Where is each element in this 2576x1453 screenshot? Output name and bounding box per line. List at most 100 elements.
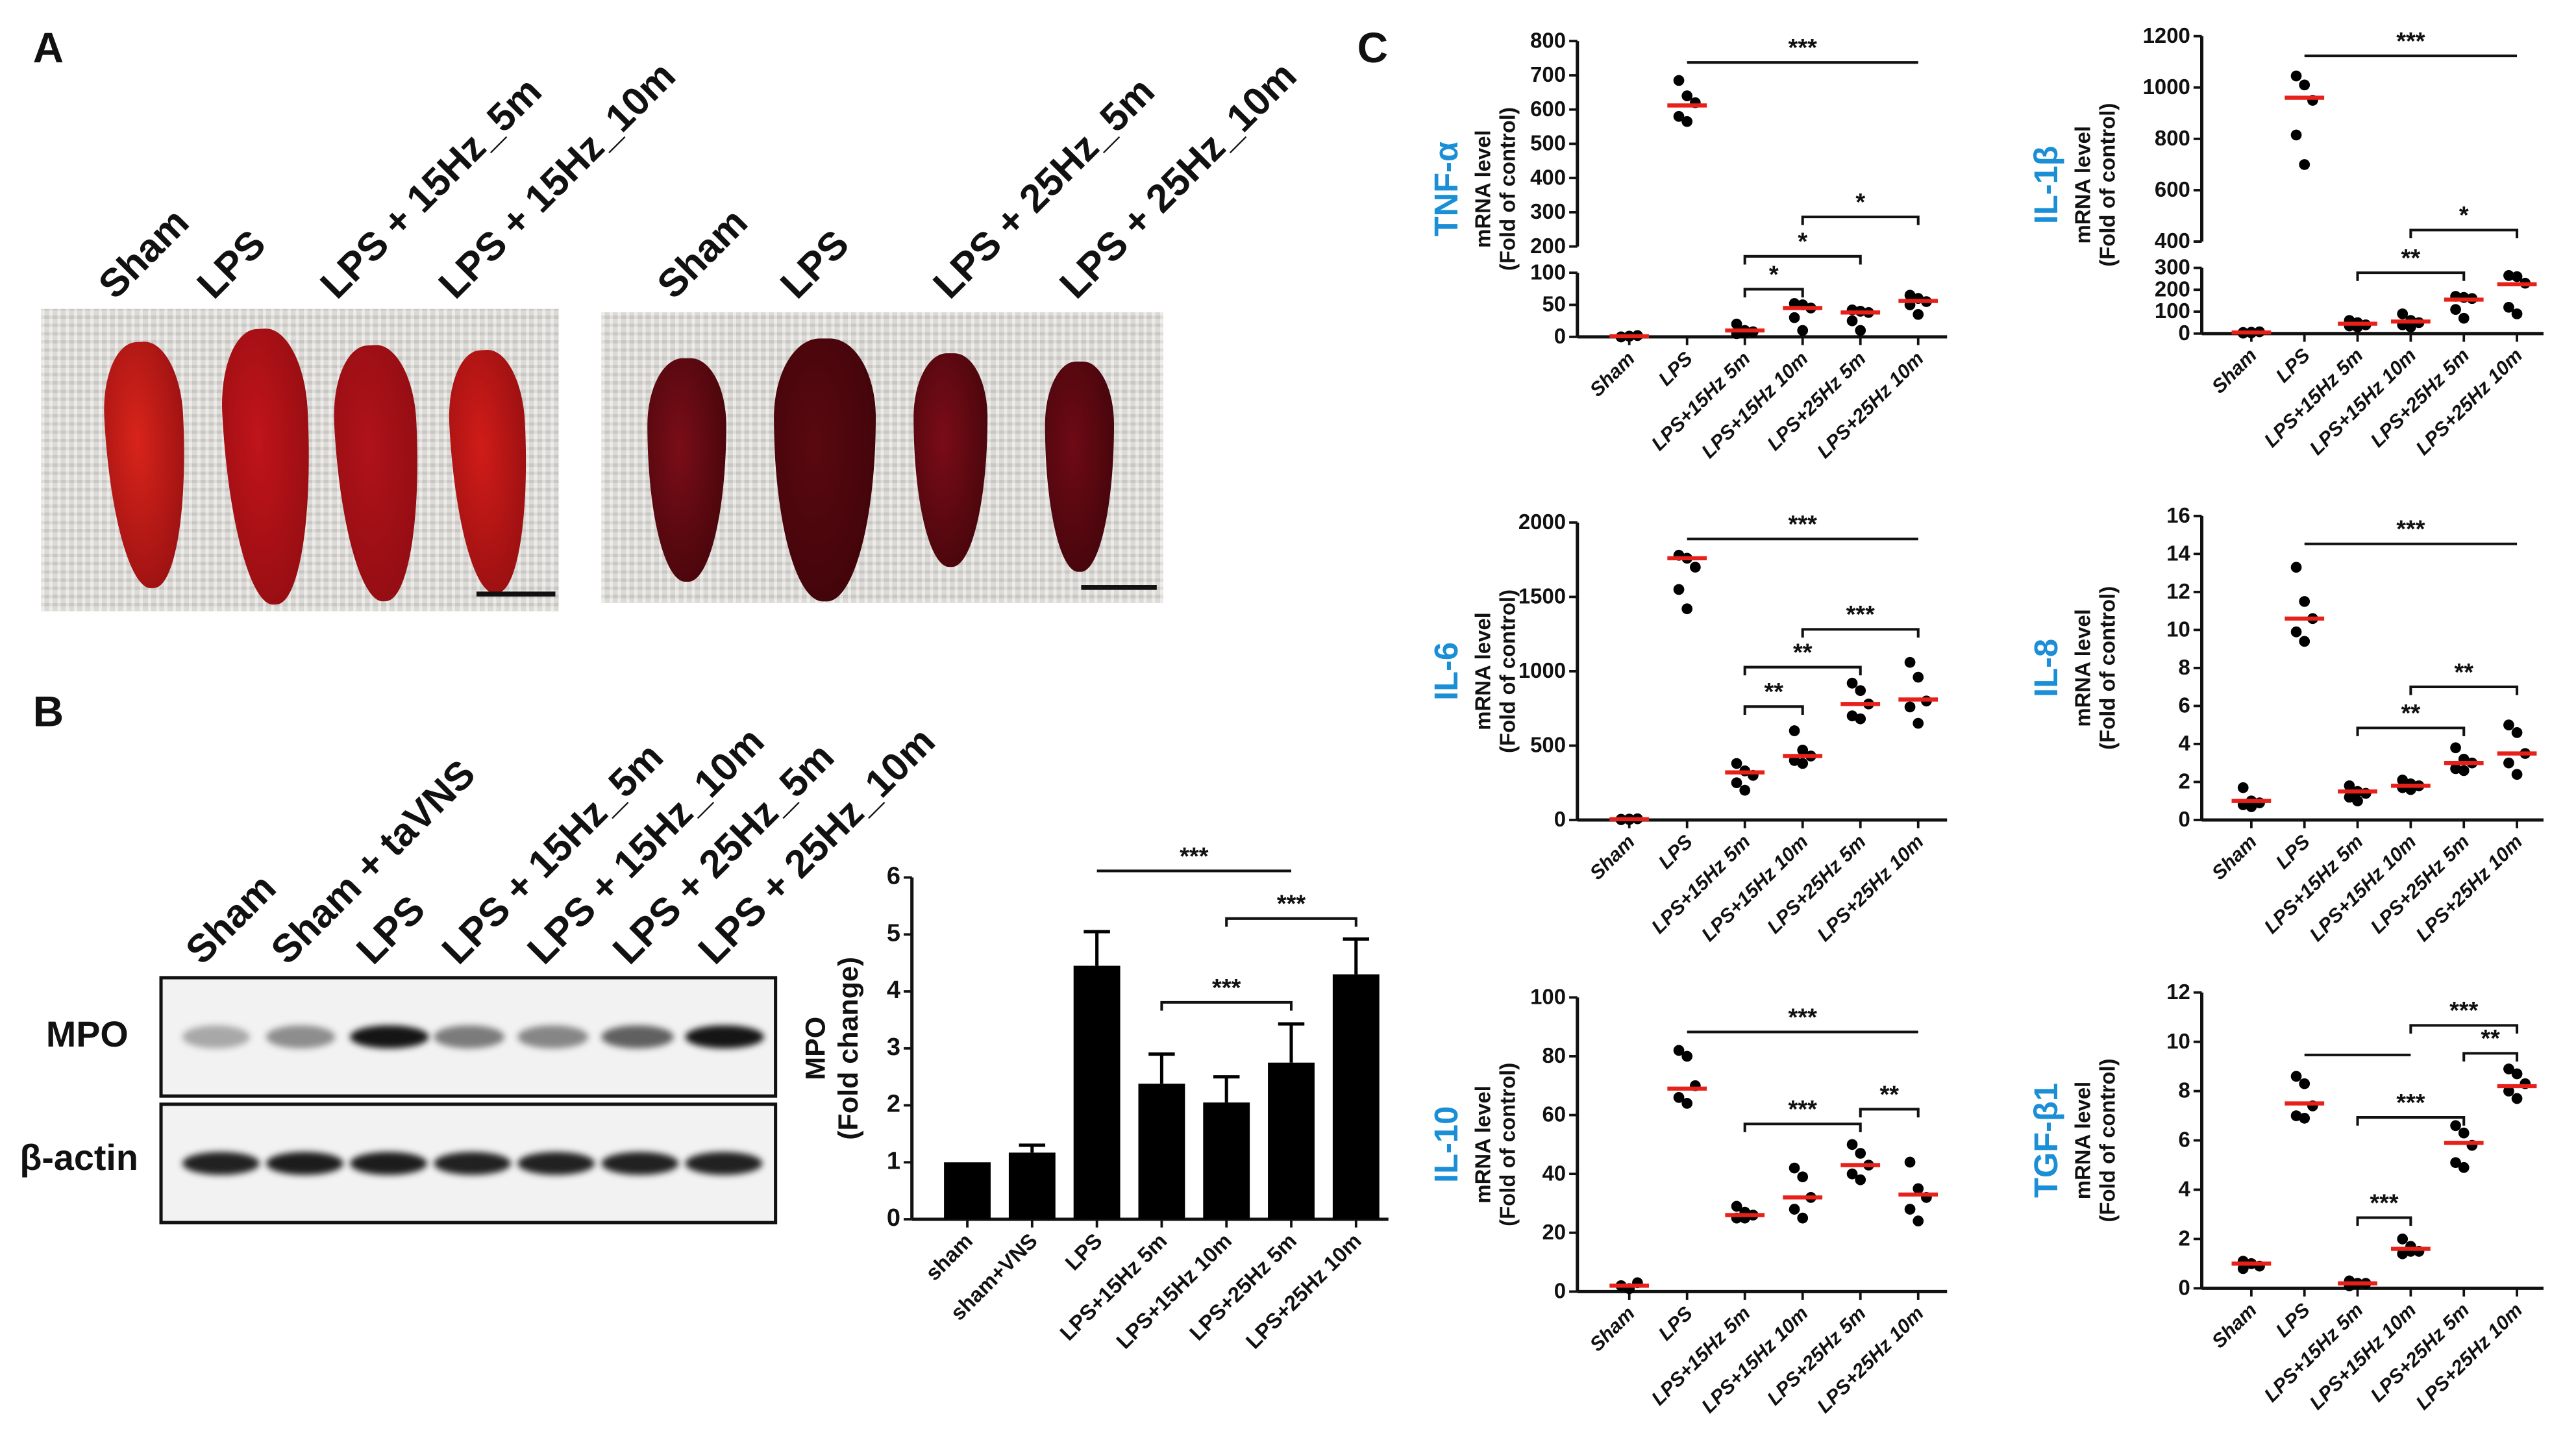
significance-label: ** xyxy=(1764,678,1783,706)
y-tick-label: 0 xyxy=(2179,321,2190,345)
x-tick-label: Sham xyxy=(2208,831,2261,884)
y-tick-label: 2 xyxy=(2179,1226,2190,1250)
blot-band xyxy=(182,1025,250,1049)
x-tick-label: LPS+25Hz 10m xyxy=(1813,348,1928,463)
y-tick-label: 1200 xyxy=(2143,23,2190,47)
y-tick-label: 200 xyxy=(1530,234,1566,258)
y-tick-label: 1500 xyxy=(1518,584,1566,608)
significance-bracket xyxy=(2356,271,2466,281)
y-tick-label: 12 xyxy=(2166,579,2190,603)
y-axis-label: MPO xyxy=(800,1017,832,1080)
significance-label: ** xyxy=(1793,639,1813,666)
gene-label: IL-8 xyxy=(2027,639,2064,697)
y-tick-label: 700 xyxy=(1530,62,1566,86)
significance-bracket xyxy=(2462,1052,2519,1062)
y-tick-label: 500 xyxy=(1530,131,1566,155)
data-point xyxy=(1846,710,1858,721)
significance-label: ** xyxy=(2481,1025,2500,1052)
x-tick-label: LPS+25Hz 5m xyxy=(1763,348,1870,455)
y-tick-label: 200 xyxy=(2155,277,2190,301)
significance-label: ** xyxy=(2401,700,2421,727)
data-point xyxy=(1797,1171,1809,1183)
data-point xyxy=(2299,636,2310,647)
data-point xyxy=(2503,270,2514,281)
data-point xyxy=(1846,1168,1858,1180)
data-point xyxy=(1731,1200,1742,1212)
bar xyxy=(1073,965,1121,1220)
significance-bracket xyxy=(1225,917,1357,927)
x-tick-label: LPS+15Hz 5m xyxy=(1648,1302,1755,1410)
significance-label: * xyxy=(1855,189,1865,216)
data-point xyxy=(1846,1139,1858,1150)
y-axis-label: mRNA level xyxy=(2070,1082,2094,1200)
panel-label-a: A xyxy=(32,23,64,73)
significance-bracket xyxy=(2356,726,2466,736)
data-point xyxy=(1681,1098,1693,1109)
blot-label-beta-actin: β-actin xyxy=(19,1137,138,1178)
significance-label: *** xyxy=(2396,516,2425,543)
data-point xyxy=(1855,685,1866,697)
y-tick-label: 10 xyxy=(2166,617,2190,641)
y-tick-label: 300 xyxy=(2155,255,2190,279)
panel-label-b: B xyxy=(32,686,64,736)
y-tick-label: 6 xyxy=(2179,693,2190,717)
chart-il8: 0 2 4 6 8 10 12 14 16 IL-8 mRNA level (Fold of cont… xyxy=(2027,503,2544,946)
data-point xyxy=(1913,1215,1924,1226)
bar xyxy=(1008,1152,1056,1220)
data-point xyxy=(2450,763,2461,775)
data-point xyxy=(2450,742,2461,754)
data-point xyxy=(2458,312,2470,324)
data-point xyxy=(2299,1112,2310,1124)
x-tick-label: LPS+15Hz 5m xyxy=(1648,348,1755,455)
y-axis-label: mRNA level xyxy=(1471,1086,1495,1204)
data-point xyxy=(2458,1161,2470,1173)
x-tick-label: LPS+15Hz 10m xyxy=(1111,1228,1236,1353)
y-tick-label: 2000 xyxy=(1518,510,1566,534)
x-tick-label: Sham xyxy=(2208,345,2261,398)
data-point xyxy=(1904,1204,1916,1215)
significance-label: * xyxy=(1798,229,1807,256)
x-tick-label: LPS xyxy=(1655,348,1697,390)
x-tick-label: LPS xyxy=(2272,345,2314,387)
y-tick-label: 2 xyxy=(2179,769,2190,793)
y-tick-label: 300 xyxy=(1530,199,1566,223)
western-blot-mpo xyxy=(159,976,778,1098)
significance-label: *** xyxy=(1789,1096,1818,1123)
data-point xyxy=(1797,744,1809,756)
y-axis-label: mRNA level xyxy=(1471,130,1495,248)
data-point xyxy=(1904,701,1916,713)
y-tick-label: 0 xyxy=(1554,324,1566,348)
spleen-photo-left xyxy=(41,308,559,612)
significance-bracket xyxy=(1743,1123,1862,1132)
y-axis-label: (Fold of control) xyxy=(1496,107,1520,271)
x-tick-label: LPS+25Hz 5m xyxy=(1763,1302,1870,1410)
y-tick-label: 500 xyxy=(1530,733,1566,757)
y-tick-label: 10 xyxy=(2166,1029,2190,1053)
blot-band xyxy=(685,1025,763,1049)
y-tick-label: 600 xyxy=(1530,97,1566,121)
x-tick-label: LPS+25Hz 10m xyxy=(1241,1228,1366,1353)
x-tick-label: LPS+15Hz 10m xyxy=(1698,1302,1813,1417)
y-tick-label: 6 xyxy=(2179,1128,2190,1152)
data-point xyxy=(1797,325,1809,336)
data-point xyxy=(1855,1148,1866,1159)
scale-bar xyxy=(476,591,556,597)
data-point xyxy=(2511,308,2523,319)
panel-label-c: C xyxy=(1357,23,1389,73)
data-point xyxy=(1797,1212,1809,1224)
blot-band xyxy=(434,1025,505,1049)
spleen-photo-right xyxy=(601,312,1163,603)
x-tick-label: Sham xyxy=(2208,1299,2261,1352)
gene-label: IL-10 xyxy=(1428,1106,1465,1183)
blot-band xyxy=(434,1152,512,1175)
bar xyxy=(1332,974,1380,1220)
x-tick-label: LPS+15Hz 5m xyxy=(1648,831,1755,938)
bar xyxy=(1203,1102,1250,1220)
data-point xyxy=(1846,315,1858,327)
significance-label: *** xyxy=(2449,997,2479,1025)
data-point xyxy=(1673,110,1685,122)
y-axis-label: (Fold of control) xyxy=(2095,1058,2119,1222)
y-tick-label: 100 xyxy=(1530,260,1566,284)
